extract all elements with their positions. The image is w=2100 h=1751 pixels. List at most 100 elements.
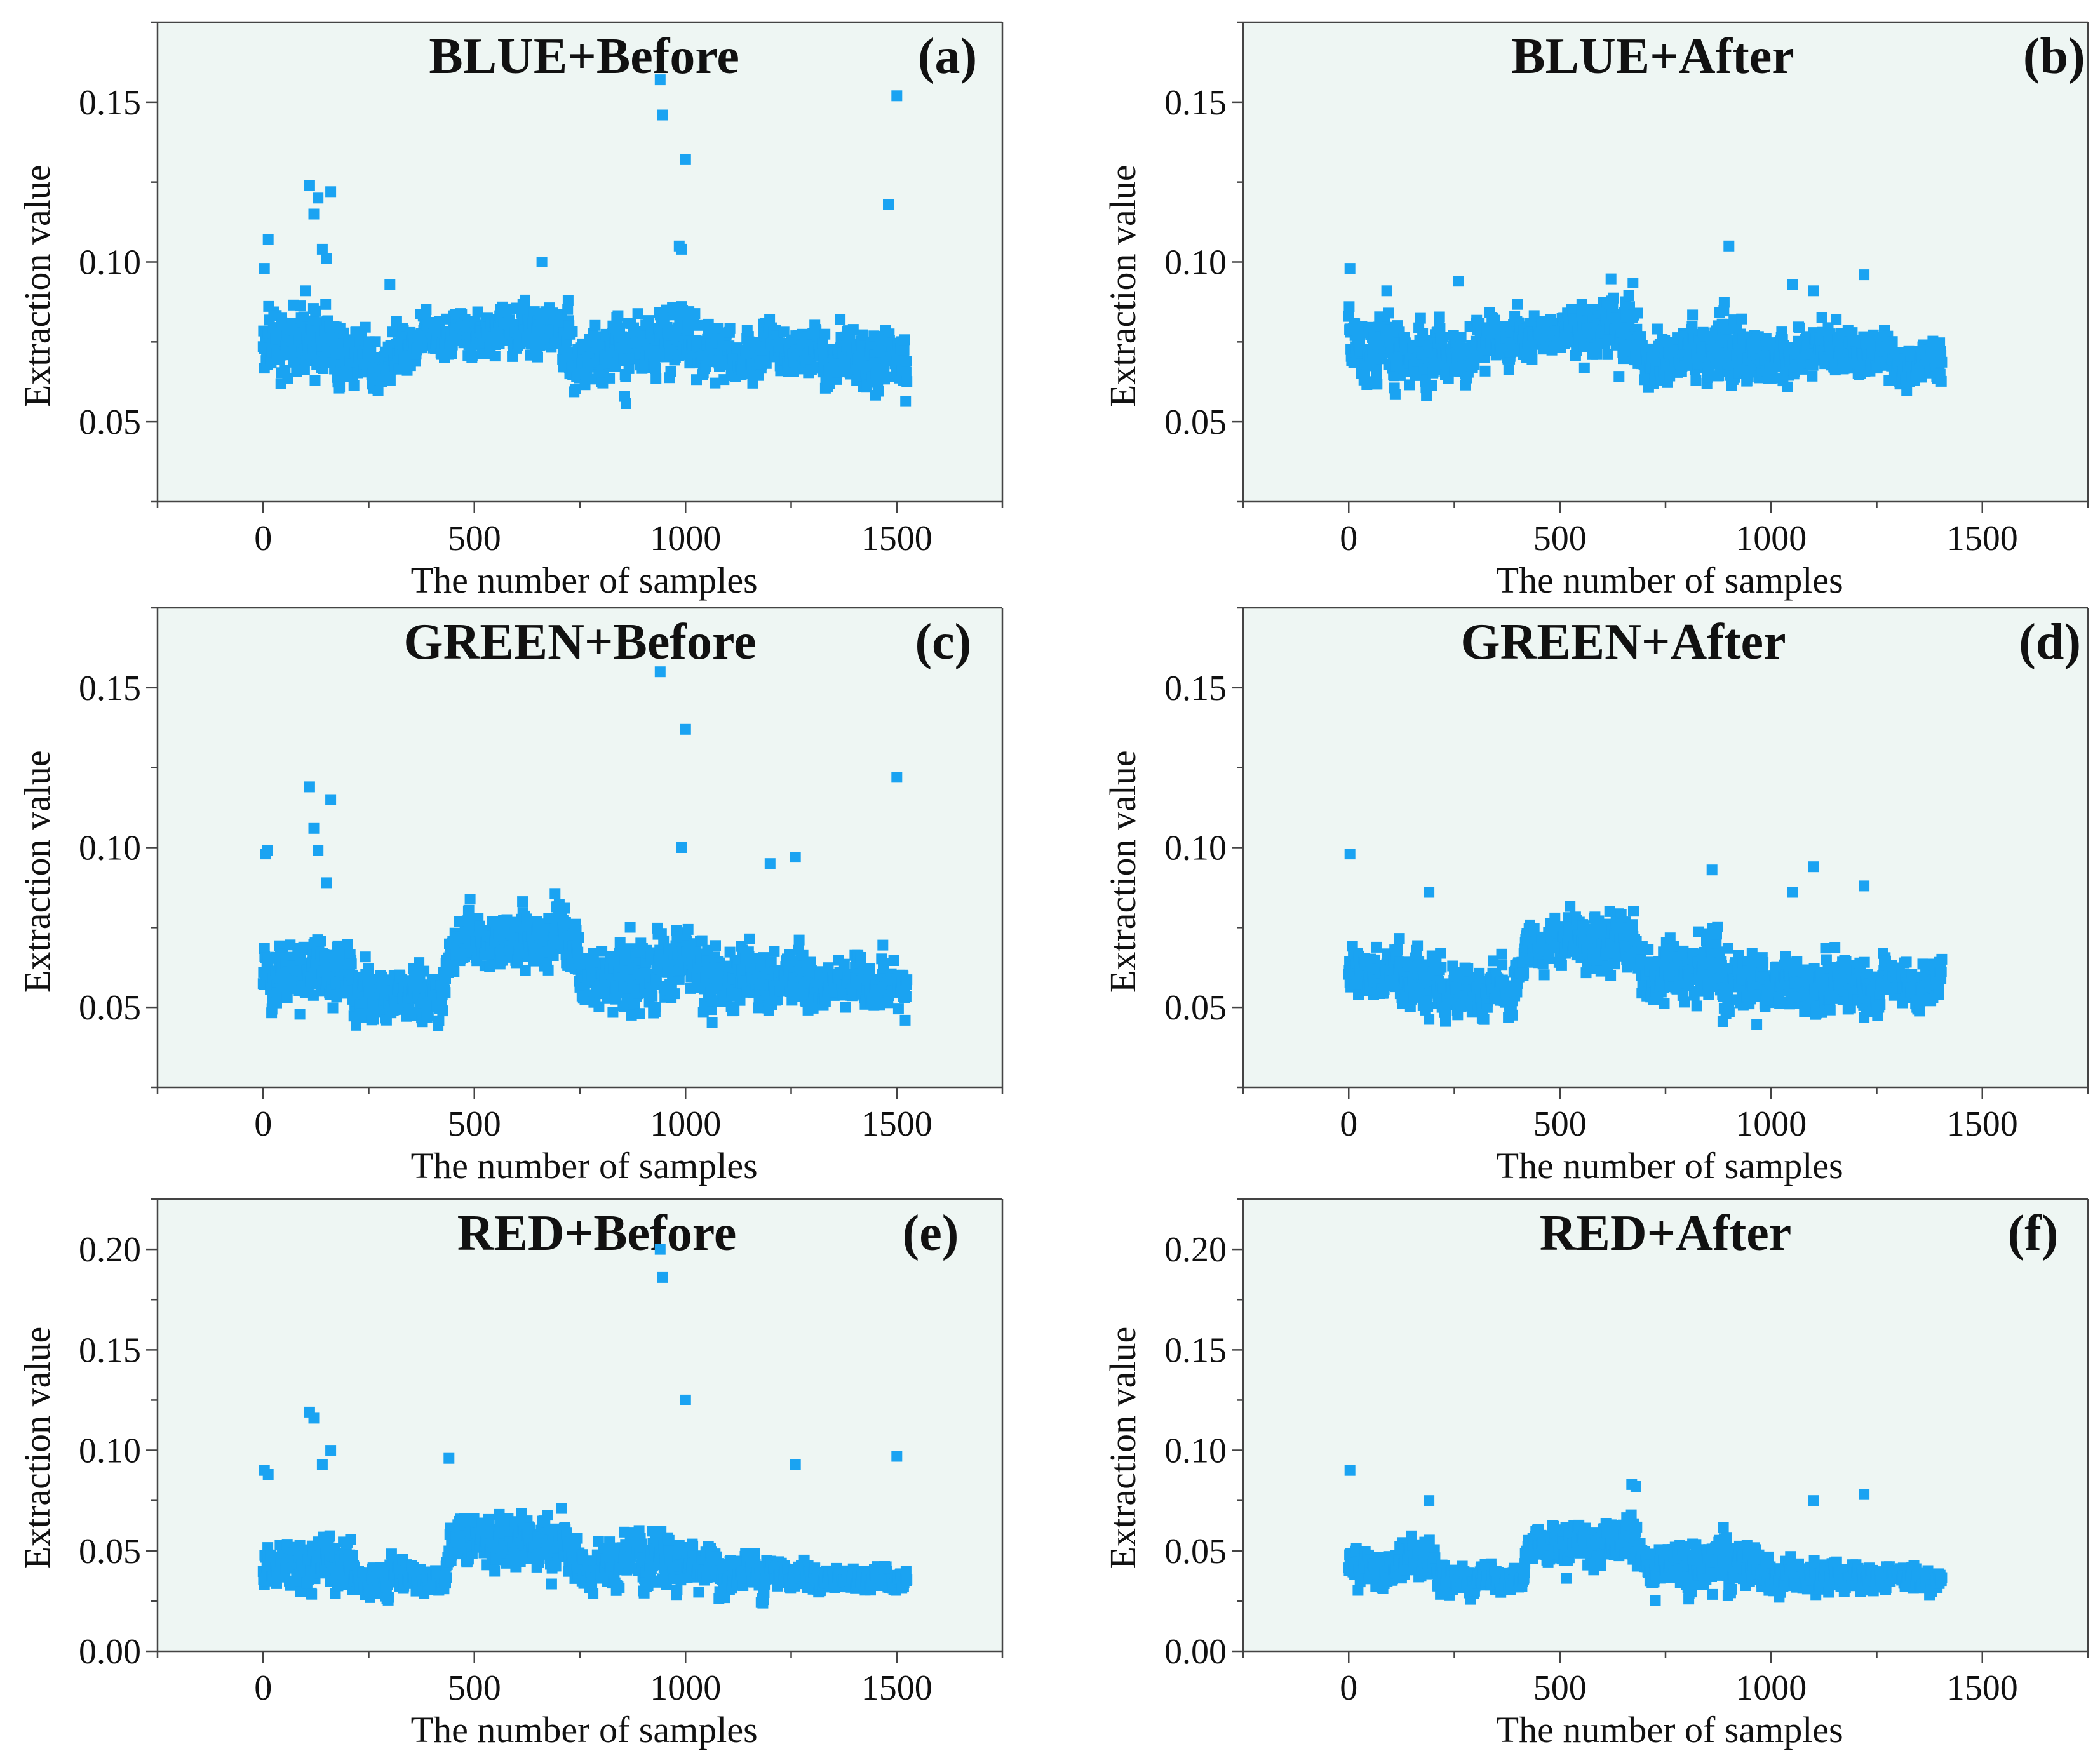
data-point xyxy=(370,336,381,347)
data-point xyxy=(447,348,457,359)
data-point xyxy=(857,329,868,340)
outlier-point xyxy=(325,794,337,805)
data-point xyxy=(899,334,910,346)
data-point xyxy=(710,940,721,951)
data-point xyxy=(309,375,321,386)
outlier-point xyxy=(1381,285,1392,297)
data-point xyxy=(1389,389,1401,400)
x-axis-label: The number of samples xyxy=(1497,560,1843,601)
y-tick-label: 0.15 xyxy=(79,83,141,123)
data-point xyxy=(372,385,384,396)
outlier-point xyxy=(313,845,324,856)
data-point xyxy=(327,1002,339,1014)
data-point xyxy=(421,304,432,315)
outlier-point xyxy=(676,842,687,853)
data-point xyxy=(692,319,703,331)
data-point xyxy=(898,344,910,356)
x-tick-label: 0 xyxy=(1340,1104,1357,1144)
outlier-point xyxy=(654,666,666,678)
data-point xyxy=(1383,307,1394,319)
data-point xyxy=(1434,311,1445,323)
data-point xyxy=(847,324,859,335)
data-point xyxy=(1426,380,1437,391)
data-point xyxy=(1422,1001,1434,1012)
data-point xyxy=(422,1010,434,1021)
x-tick-label: 500 xyxy=(1533,519,1587,558)
x-tick-label: 0 xyxy=(1340,519,1357,558)
data-point xyxy=(877,939,889,951)
outlier-point xyxy=(891,772,903,783)
outlier-point xyxy=(891,90,903,102)
data-point xyxy=(607,1007,619,1018)
data-point xyxy=(1371,379,1383,390)
plot-area xyxy=(1243,608,2088,1087)
data-point xyxy=(864,963,875,974)
data-point xyxy=(878,958,889,969)
outlier-point xyxy=(676,243,687,255)
data-point xyxy=(517,896,528,908)
data-point xyxy=(682,923,694,935)
data-point xyxy=(665,366,676,377)
data-point xyxy=(706,1017,718,1028)
data-point xyxy=(360,951,371,963)
data-point xyxy=(901,376,913,387)
data-point xyxy=(900,991,912,1002)
outlier-point xyxy=(1787,279,1798,290)
data-point xyxy=(342,939,353,950)
data-point xyxy=(532,351,543,363)
x-tick-label: 1500 xyxy=(861,1104,932,1144)
data-point xyxy=(1718,297,1730,308)
y-tick-label: 0.15 xyxy=(1164,669,1227,708)
data-point xyxy=(669,988,680,1000)
scatter-points xyxy=(257,74,913,409)
data-point xyxy=(271,997,282,1009)
data-point xyxy=(562,295,574,306)
data-point xyxy=(1394,933,1405,944)
y-tick-label: 0.15 xyxy=(1164,83,1227,123)
data-point xyxy=(647,990,658,1002)
panel-title: BLUE+Before xyxy=(429,29,739,84)
panel-title: BLUE+After xyxy=(1511,29,1794,84)
y-tick-label: 0.05 xyxy=(1164,988,1227,1028)
data-point xyxy=(840,1002,851,1013)
data-point xyxy=(1371,941,1382,953)
panel-letter: (d) xyxy=(2019,614,2081,670)
data-point xyxy=(900,396,912,407)
data-point xyxy=(1935,375,1947,387)
data-point xyxy=(650,1002,661,1013)
outlier-point xyxy=(764,858,776,869)
data-point xyxy=(724,323,736,334)
data-point xyxy=(729,1005,740,1016)
data-point xyxy=(1479,365,1491,377)
data-point xyxy=(520,294,530,305)
x-tick-label: 1500 xyxy=(1947,519,2018,558)
data-point xyxy=(901,974,913,986)
outlier-point xyxy=(790,852,801,863)
data-point xyxy=(1690,375,1702,386)
data-point xyxy=(1421,390,1432,401)
data-point xyxy=(542,964,554,976)
data-point xyxy=(360,321,371,333)
data-point xyxy=(1440,1010,1451,1021)
data-point xyxy=(634,1008,645,1019)
data-point xyxy=(879,373,890,385)
outlier-point xyxy=(262,234,274,245)
data-point xyxy=(464,894,476,905)
data-point xyxy=(1526,354,1538,365)
data-point xyxy=(696,935,708,946)
data-point xyxy=(1415,312,1426,324)
outlier-point xyxy=(680,154,691,165)
data-point xyxy=(899,1014,911,1026)
data-point xyxy=(1816,312,1827,323)
data-point xyxy=(855,952,866,963)
data-point xyxy=(769,946,780,957)
data-point xyxy=(1455,332,1467,343)
data-point xyxy=(1496,948,1507,960)
outlier-point xyxy=(321,253,332,264)
outlier-point xyxy=(316,243,328,255)
outlier-point xyxy=(313,192,324,204)
data-point xyxy=(873,386,884,397)
plot-area xyxy=(158,608,1002,1087)
